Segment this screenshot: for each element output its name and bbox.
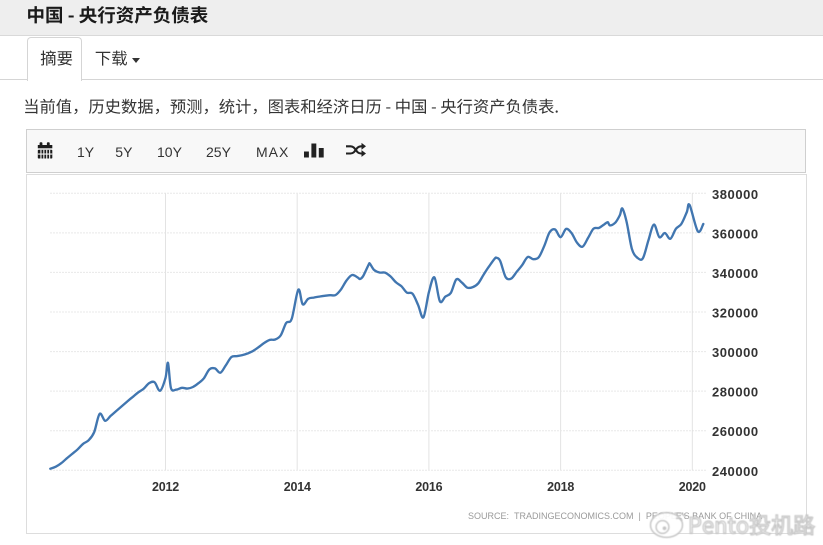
svg-text:360000: 360000 xyxy=(712,226,759,241)
svg-text:240000: 240000 xyxy=(712,464,759,479)
svg-text:2014: 2014 xyxy=(284,480,311,494)
svg-text:300000: 300000 xyxy=(712,345,759,360)
svg-text:320000: 320000 xyxy=(712,306,759,321)
svg-text:2016: 2016 xyxy=(415,480,442,494)
svg-text:2018: 2018 xyxy=(547,480,574,494)
svg-text:280000: 280000 xyxy=(712,385,759,400)
svg-text:340000: 340000 xyxy=(712,266,759,281)
svg-text:SOURCE: TRADINGECONOMICS.COM: SOURCE: TRADINGECONOMICS.COM | PEOPLE'S … xyxy=(468,511,762,521)
svg-text:2012: 2012 xyxy=(152,480,179,494)
svg-text:380000: 380000 xyxy=(712,187,759,202)
svg-text:2020: 2020 xyxy=(679,480,706,494)
svg-text:260000: 260000 xyxy=(712,424,759,439)
